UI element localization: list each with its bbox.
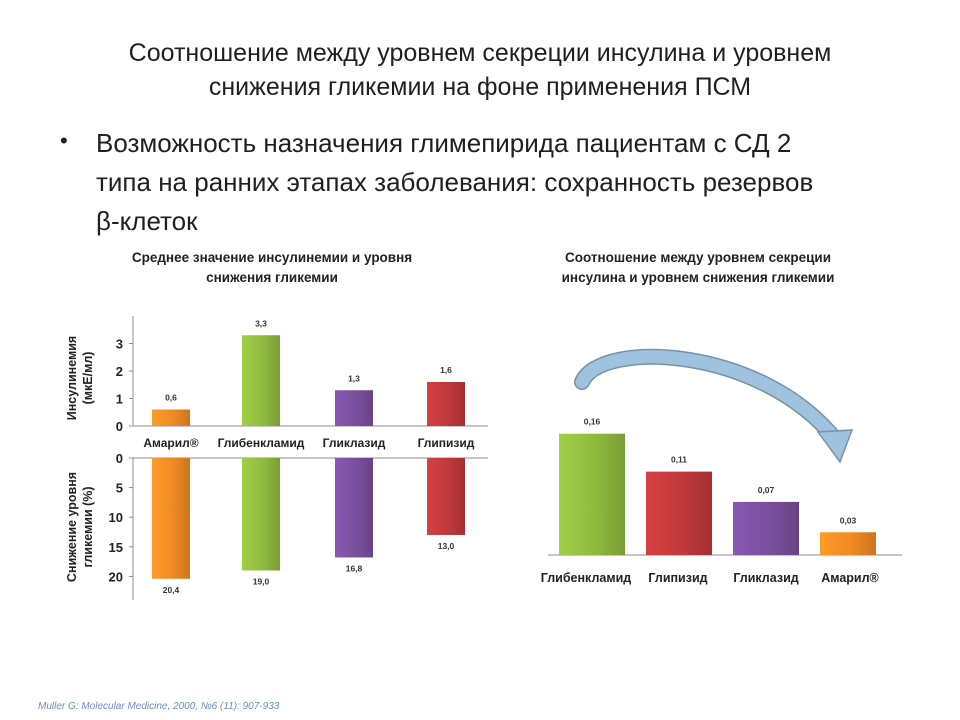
upper-y-axis-label: (мкЕ/мл)	[81, 352, 95, 405]
bullet-marker: •	[60, 128, 68, 153]
chart-2-bar-value-label: 0,11	[671, 455, 687, 465]
chart-2-category-label: Глипизид	[648, 571, 707, 585]
lower-bar-value-label: 13,0	[438, 541, 455, 551]
lower-bar-value-label: 19,0	[253, 576, 270, 586]
chart-1-category-label: Глибенкламид	[218, 436, 305, 450]
curved-arrow-head	[816, 429, 854, 464]
lower-y-axis-label: Снижение уровня	[65, 472, 79, 582]
upper-y-tick-label: 1	[116, 392, 123, 407]
chart-2-bar-value-label: 0,03	[840, 515, 857, 525]
citation-footer: Muller G: Molecular Medicine, 2000, №6 (…	[38, 701, 280, 712]
bullet-text-line-3: β-клеток	[96, 206, 198, 236]
upper-bar-value-label: 1,6	[440, 365, 452, 375]
lower-bar	[335, 458, 373, 558]
chart-1-category-label: Глипизид	[418, 436, 475, 450]
chart-2-bar-value-label: 0,16	[584, 417, 601, 427]
lower-bar-value-label: 20,4	[163, 585, 180, 595]
lower-y-tick-label: 10	[109, 510, 123, 525]
upper-y-tick-label: 3	[116, 337, 123, 352]
upper-bar	[242, 335, 280, 426]
lower-y-axis-label: гликемии (%)	[81, 486, 95, 567]
upper-y-axis-label: Инсулинемия	[65, 336, 79, 420]
upper-bar-value-label: 0,6	[165, 393, 177, 403]
curved-arrow-body	[575, 350, 843, 447]
upper-bar	[152, 409, 190, 426]
chart-1-title: Среднее значение инсулинемии и уровня сн…	[82, 248, 462, 288]
lower-y-tick-label: 0	[116, 451, 123, 466]
slide-title: Соотношение между уровнем секреции инсул…	[40, 36, 920, 104]
lower-y-tick-label: 15	[109, 540, 123, 555]
chart-2-bar	[559, 433, 625, 555]
chart-1-title-line-2: снижения гликемии	[206, 270, 338, 285]
upper-bar	[335, 390, 373, 426]
lower-y-tick-label: 5	[116, 481, 123, 496]
lower-y-tick-label: 20	[109, 569, 123, 584]
chart-2-category-label: Глибенкламид	[541, 571, 632, 585]
chart-2-title: Соотношение между уровнем секреции инсул…	[508, 248, 888, 288]
lower-bar	[152, 458, 190, 579]
chart-2-bar	[733, 501, 799, 555]
bullet-text-line-1: Возможность назначения глимепирида пацие…	[96, 128, 792, 158]
upper-bar-value-label: 3,3	[255, 318, 267, 328]
chart-2-bar	[646, 471, 712, 555]
chart-2-bar-value-label: 0,07	[758, 485, 775, 495]
upper-bar	[427, 382, 465, 426]
bullet-text-line-2: типа на ранних этапах заболевания: сохра…	[96, 167, 814, 197]
slide-title-line-1: Соотношение между уровнем секреции инсул…	[128, 39, 832, 67]
upper-y-tick-label: 0	[116, 419, 123, 434]
upper-bar-value-label: 1,3	[348, 373, 360, 383]
lower-bar	[427, 458, 465, 535]
chart-2-bar	[820, 532, 876, 555]
chart-1-category-label: Гликлазид	[323, 436, 386, 450]
lower-bar	[242, 458, 280, 571]
chart-1-title-line-1: Среднее значение инсулинемии и уровня	[131, 250, 413, 265]
chart-2-title-line-2: инсулина и уровнем снижения гликемии	[561, 270, 835, 285]
chart-2-title-line-1: Соотношение между уровнем секреции	[564, 250, 832, 265]
bullet-text: Возможность назначения глимепирида пацие…	[96, 124, 916, 241]
upper-y-tick-label: 2	[116, 364, 123, 379]
slide-title-line-2: снижения гликемии на фоне применения ПСМ	[208, 73, 752, 101]
lower-bar-value-label: 16,8	[346, 563, 363, 573]
chart-1-category-label: Амарил®	[143, 436, 198, 450]
chart-2-category-label: Гликлазид	[733, 571, 798, 585]
chart-2-category-label: Амарил®	[821, 571, 879, 585]
